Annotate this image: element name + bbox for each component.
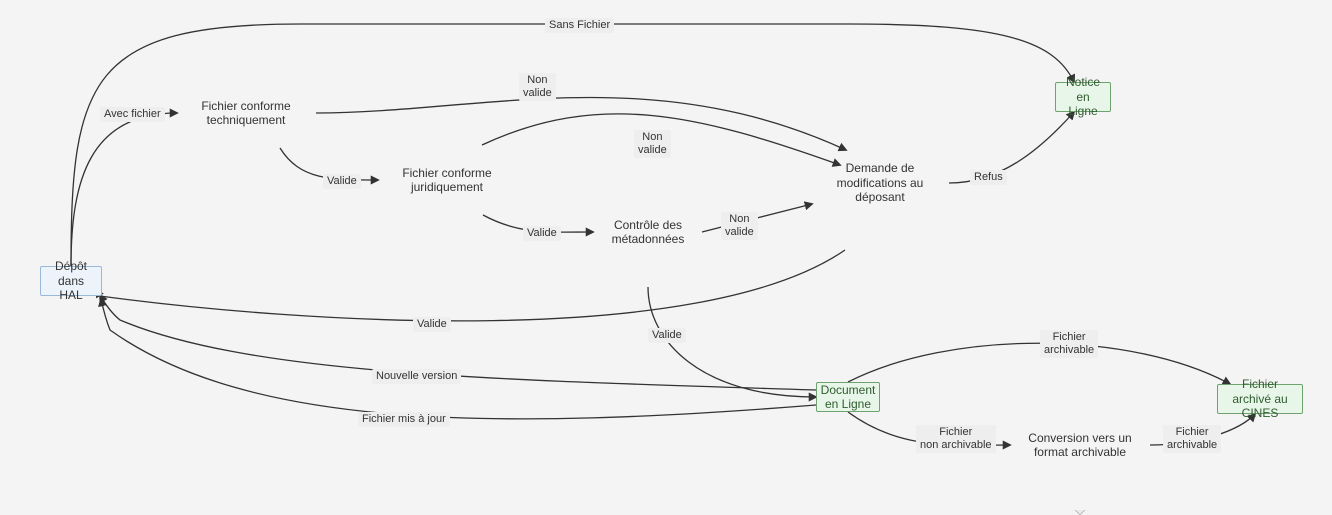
edge-label-maj: Fichier mis à jour <box>358 412 450 427</box>
edge-label-meta-non: Non valide <box>721 212 758 240</box>
edge-label-sansfichier: Sans Fichier <box>545 18 614 33</box>
edge-e-mod-refus <box>949 112 1074 183</box>
node-mod: Demande de modifications au déposant <box>810 113 950 253</box>
node-label: Conversion vers un format archivable <box>1022 431 1137 460</box>
edge-label-meta-valide: Valide <box>648 328 686 343</box>
edge-e-doc-maj <box>101 299 816 419</box>
edge-e-mod-valide <box>96 250 845 321</box>
edge-label-tech-non: Non valide <box>519 73 556 101</box>
node-meta: Contrôle des métadonnées <box>593 177 703 287</box>
node-label: Fichier conforme juridiquement <box>389 166 504 195</box>
node-label: Dépôt dans HAL <box>47 259 95 302</box>
edge-label-legal-valide: Valide <box>523 226 561 241</box>
edge-label-nouvelle: Nouvelle version <box>372 369 461 384</box>
edge-label-mod-valide: Valide <box>413 317 451 332</box>
edge-label-nonarch: Fichier non archivable <box>916 425 996 453</box>
flowchart-canvas: Dépôt dans HAL Notice en Ligne Document … <box>0 0 1332 510</box>
edge-label-tech-valide: Valide <box>323 174 361 189</box>
node-archived: Fichier archivé au CINES <box>1217 384 1303 414</box>
node-label: Demande de modifications au déposant <box>822 161 937 204</box>
node-tech: Fichier conforme techniquement <box>176 43 316 183</box>
edge-label-legal-non: Non valide <box>634 130 671 158</box>
edge-label-archivable2: Fichier archivable <box>1163 425 1221 453</box>
node-label: Notice en Ligne <box>1062 75 1104 118</box>
node-label: Fichier archivé au CINES <box>1224 377 1296 420</box>
node-label: Document en Ligne <box>821 383 876 412</box>
edge-e-avecfichier <box>71 113 177 266</box>
edge-label-avecfichier: Avec fichier <box>100 107 165 122</box>
node-convert: Conversion vers un format archivable <box>1010 375 1150 515</box>
node-document: Document en Ligne <box>816 382 880 412</box>
node-label: Contrôle des métadonnées <box>604 218 692 247</box>
node-legal: Fichier conforme juridiquement <box>377 110 517 250</box>
node-notice: Notice en Ligne <box>1055 82 1111 112</box>
edge-label-refus: Refus <box>970 170 1007 185</box>
node-depot: Dépôt dans HAL <box>40 266 102 296</box>
edge-label-archivable1: Fichier archivable <box>1040 330 1098 358</box>
node-label: Fichier conforme techniquement <box>188 99 303 128</box>
